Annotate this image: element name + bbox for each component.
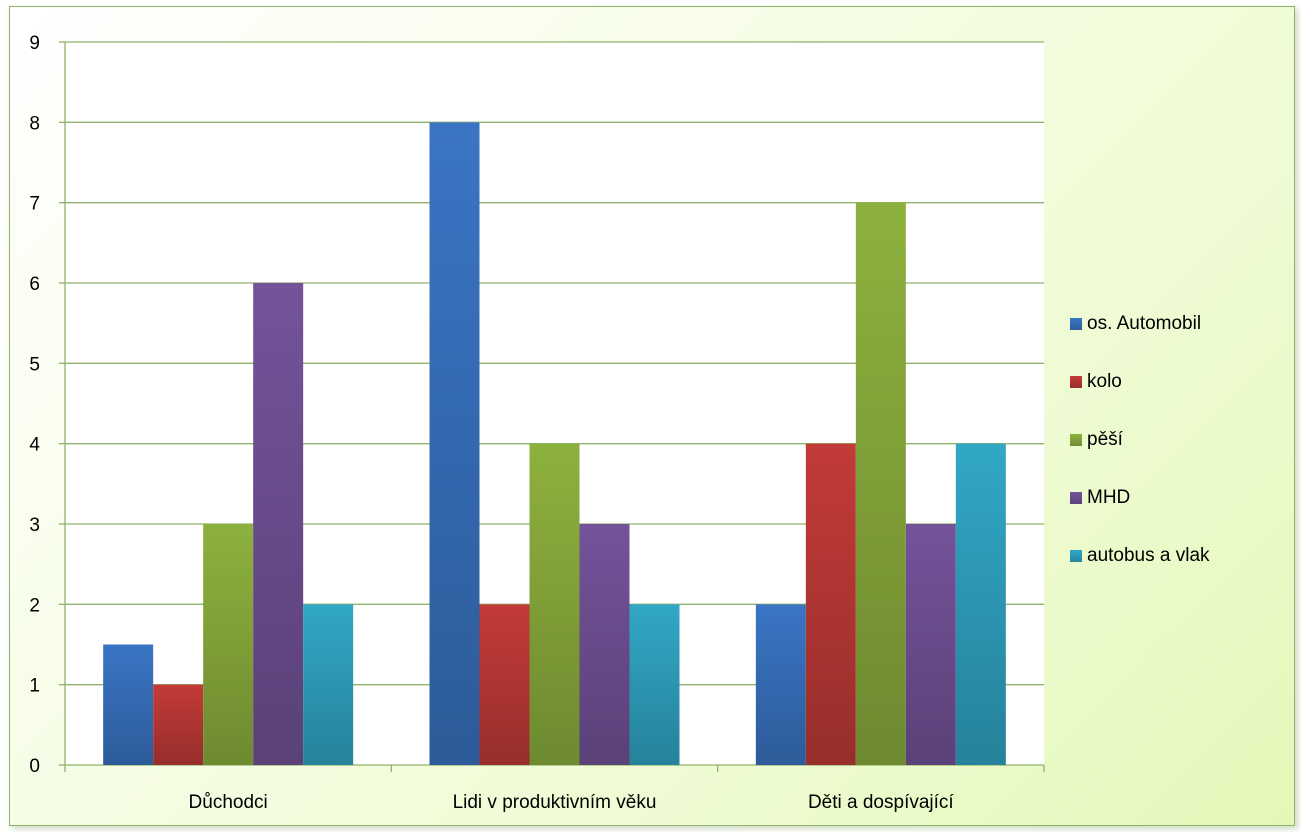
bar-p--1 [203, 524, 254, 765]
y-tick-label: 2 [29, 595, 40, 616]
legend-swatch [1070, 492, 1082, 504]
x-tick-label: Důchodci [189, 792, 268, 813]
y-tick-label: 6 [29, 274, 40, 295]
bar-p--2 [529, 443, 580, 765]
legend-label: kolo [1087, 371, 1122, 392]
bar-kolo-2 [479, 604, 530, 765]
bar-os-automobil-1 [103, 644, 154, 765]
y-tick-label: 7 [29, 194, 40, 215]
legend-item: autobus a vlak [1070, 537, 1285, 575]
bar-os-automobil-2 [429, 122, 480, 766]
bar-mhd-3 [905, 524, 956, 765]
legend-swatch [1070, 550, 1082, 562]
bar-kolo-3 [805, 443, 856, 765]
legend: os. Automobil kolo pěší MHD autobus a vlak [1070, 305, 1285, 595]
bar-mhd-2 [579, 524, 630, 765]
bar-p--3 [855, 202, 906, 765]
y-tick-label: 8 [29, 113, 40, 134]
bar-autobus-a-vlak-3 [955, 443, 1006, 765]
x-tick-label: Děti a dospívající [808, 792, 954, 813]
y-tick-label: 0 [29, 756, 40, 777]
legend-swatch [1070, 318, 1082, 330]
y-tick-label: 1 [29, 676, 40, 697]
bar-autobus-a-vlak-1 [303, 604, 354, 765]
legend-swatch [1070, 376, 1082, 388]
bar-mhd-1 [253, 283, 304, 765]
legend-label: os. Automobil [1087, 313, 1202, 334]
bar-kolo-1 [153, 684, 204, 765]
bar-os-automobil-3 [755, 604, 806, 765]
legend-item: kolo [1070, 363, 1285, 401]
y-tick-label: 9 [29, 33, 40, 54]
legend-label: autobus a vlak [1087, 545, 1210, 566]
legend-swatch [1070, 434, 1082, 446]
legend-item: MHD [1070, 479, 1285, 517]
legend-label: MHD [1087, 487, 1131, 508]
y-tick-label: 4 [29, 435, 40, 456]
x-tick-label: Lidi v produktivním věku [453, 792, 657, 813]
bar-autobus-a-vlak-2 [629, 604, 680, 765]
legend-item: pěší [1070, 421, 1285, 459]
y-tick-label: 5 [29, 354, 40, 375]
legend-label: pěší [1087, 429, 1123, 450]
y-tick-label: 3 [29, 515, 40, 536]
legend-item: os. Automobil [1070, 305, 1285, 343]
